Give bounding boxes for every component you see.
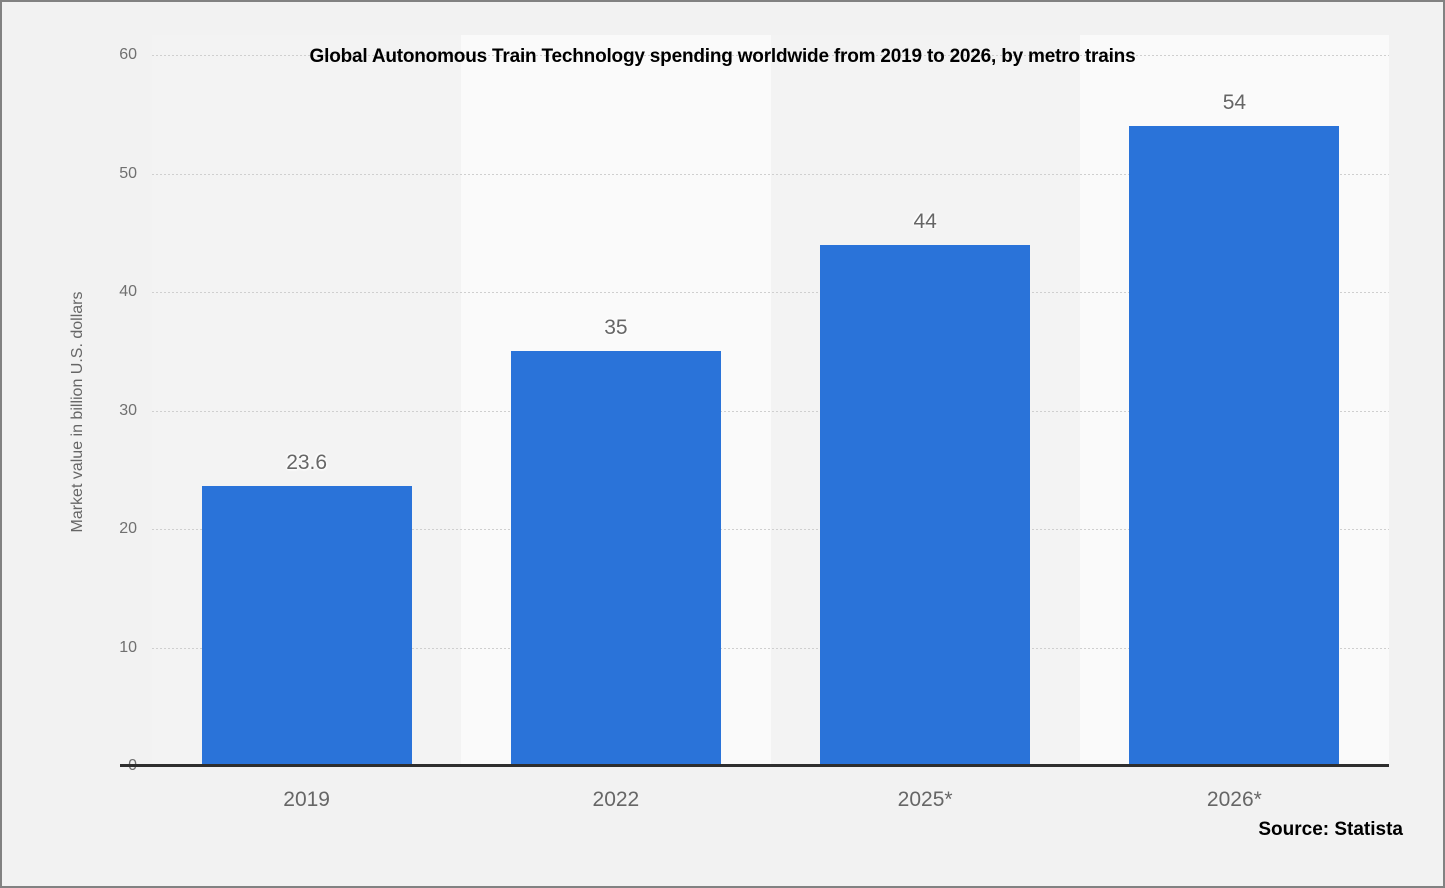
gridline (152, 410, 1389, 412)
gridline (152, 55, 1389, 56)
gridline (152, 173, 1389, 175)
bar-value-label: 44 (913, 209, 937, 233)
gridline (152, 529, 1389, 530)
y-tick-label: 60 (119, 46, 137, 63)
bar (1129, 126, 1340, 766)
chart-title: Global Autonomous Train Technology spend… (309, 46, 1136, 67)
y-tick-label: 10 (119, 638, 137, 656)
gridline (152, 292, 1389, 293)
source-label: Source: Statista (1258, 819, 1403, 840)
bar (510, 351, 721, 766)
bar-value-label: 23.6 (286, 451, 328, 475)
x-axis-tick-label: 2019 (283, 788, 330, 811)
x-axis-tick-label: 2026* (1206, 788, 1262, 811)
y-tick-label: 40 (119, 283, 137, 300)
y-tick-label: 20 (119, 520, 137, 537)
bar-value-label: 35 (604, 316, 628, 340)
x-axis-line (120, 764, 1389, 767)
bar-value-label: 54 (1222, 91, 1247, 115)
bar (820, 244, 1031, 766)
gridline (152, 647, 1389, 649)
y-tick-label: 30 (119, 401, 137, 419)
x-axis-tick-label: 2025* (897, 788, 953, 811)
y-tick-label: 50 (119, 164, 137, 182)
x-axis-tick-label: 2022 (592, 788, 640, 811)
bar (201, 486, 412, 766)
